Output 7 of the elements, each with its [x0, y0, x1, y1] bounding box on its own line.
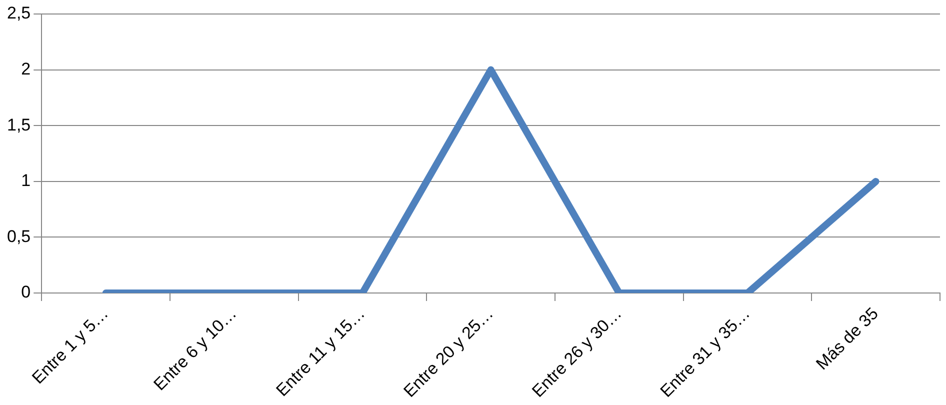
y-tick-label: 2 [21, 60, 31, 78]
x-tick-label: Más de 35 [812, 304, 882, 374]
y-tick-label: 1 [21, 171, 31, 190]
y-tick-label: 2,5 [6, 4, 31, 23]
y-tick-label: 1,5 [6, 115, 31, 134]
y-tick-label: 0 [21, 282, 31, 302]
y-tick-label: 0,5 [6, 226, 31, 246]
